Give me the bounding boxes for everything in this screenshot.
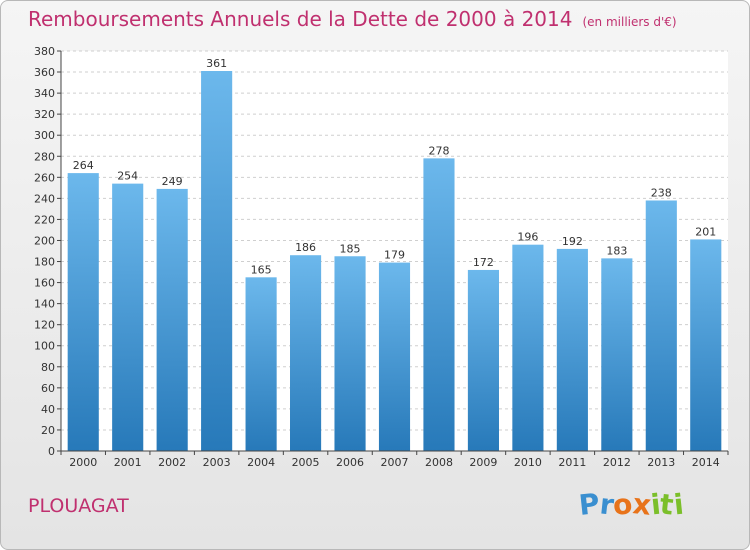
x-axis-ticks: 2000 2001 2002 2003 2004 2005 2006 2007 2008 2009… [60, 451, 729, 469]
y-tick-label: 100 [34, 340, 55, 353]
bars [67, 71, 722, 452]
x-tick-label: 2007 [381, 456, 409, 469]
bar-2004 [245, 277, 277, 451]
x-tick-label: 2008 [425, 456, 453, 469]
y-tick-label: 40 [41, 403, 55, 416]
bar-2013 [645, 200, 677, 451]
bar-2011 [556, 248, 588, 451]
value-label: 361 [206, 57, 227, 70]
y-tick-label: 120 [34, 319, 55, 332]
bar-2007 [378, 262, 411, 451]
x-tick-label: 2000 [69, 456, 97, 469]
value-label: 249 [162, 175, 183, 188]
bar-2003 [201, 71, 233, 451]
value-label: 186 [295, 241, 316, 254]
y-tick-label: 20 [41, 424, 55, 437]
x-tick-label: 2011 [558, 456, 586, 469]
y-tick-label: 380 [34, 45, 55, 58]
x-tick-label: 2014 [692, 456, 720, 469]
value-labels: 264 254 249 361 165 186 185 179 278 172 196 192 183 2… [73, 57, 717, 276]
value-label: 264 [73, 159, 94, 172]
x-tick-label: 2001 [114, 456, 142, 469]
value-label: 172 [473, 256, 494, 269]
y-tick-label: 80 [41, 361, 55, 374]
bar-2005 [290, 255, 322, 451]
value-label: 254 [117, 170, 138, 183]
x-tick-label: 2002 [158, 456, 186, 469]
bar-2008 [423, 158, 455, 452]
y-tick-label: 320 [34, 108, 55, 121]
y-tick-label: 340 [34, 87, 55, 100]
x-tick-label: 2006 [336, 456, 364, 469]
x-tick-label: 2012 [603, 456, 631, 469]
bar-2006 [334, 256, 366, 451]
value-label: 196 [517, 231, 538, 244]
bar-2009 [467, 269, 499, 451]
x-tick-label: 2010 [514, 456, 542, 469]
bar-2010 [512, 244, 544, 451]
value-label: 192 [562, 235, 583, 248]
y-tick-label: 260 [34, 171, 55, 184]
y-tick-label: 300 [34, 129, 55, 142]
y-tick-label: 200 [34, 234, 55, 247]
x-tick-label: 2004 [247, 456, 275, 469]
logo-letter: i [671, 487, 685, 522]
title-main: Remboursements Annuels de la Dette de 20… [28, 7, 573, 31]
bar-2002 [156, 188, 188, 452]
value-label: 183 [606, 244, 627, 257]
y-tick-label: 0 [48, 445, 55, 458]
y-tick-label: 180 [34, 256, 55, 269]
value-label: 238 [651, 186, 672, 199]
y-tick-label: 220 [34, 213, 55, 226]
x-tick-label: 2005 [292, 456, 320, 469]
bar-2000 [67, 173, 99, 451]
y-tick-label: 360 [34, 66, 55, 79]
x-tick-label: 2013 [647, 456, 675, 469]
x-tick-label: 2003 [203, 456, 231, 469]
commune-name: PLOUAGAT [28, 495, 129, 517]
proxiti-logo: Proxiti [577, 487, 685, 522]
bar-2001 [112, 183, 144, 451]
y-tick-label: 160 [34, 277, 55, 290]
y-tick-label: 60 [41, 382, 55, 395]
value-label: 179 [384, 249, 405, 262]
value-label: 201 [695, 225, 716, 238]
title-unit: (en milliers d'€) [582, 15, 677, 29]
y-tick-label: 140 [34, 298, 55, 311]
bar-2012 [601, 258, 633, 451]
value-label: 278 [428, 144, 449, 157]
y-axis-ticks: 0 20 40 60 80 100 120 140 160 180 200 220 240 260 280 3… [34, 45, 61, 458]
y-tick-label: 240 [34, 192, 55, 205]
bar-2014 [690, 239, 722, 451]
value-label: 185 [340, 242, 361, 255]
x-tick-label: 2009 [469, 456, 497, 469]
value-label: 165 [251, 263, 272, 276]
y-tick-label: 280 [34, 150, 55, 163]
chart-title: Remboursements Annuels de la Dette de 20… [28, 7, 677, 31]
